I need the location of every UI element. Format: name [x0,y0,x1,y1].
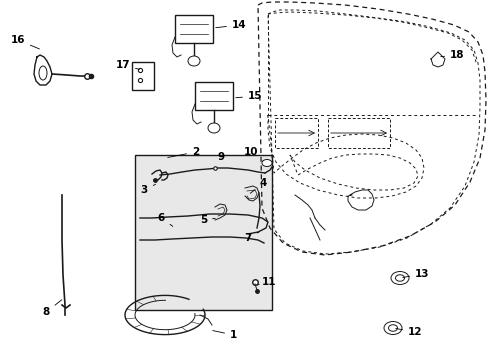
Bar [195,82,232,110]
Text: 5: 5 [199,215,215,225]
Text: 14: 14 [215,20,246,30]
Text: 3: 3 [141,184,155,195]
Text: 6: 6 [158,213,172,226]
Text: 7: 7 [244,232,259,243]
Bar [132,62,154,90]
Text: 8: 8 [42,300,61,317]
Bar [327,118,389,148]
Text: 11: 11 [257,277,276,287]
Text: 13: 13 [402,269,428,279]
Text: 9: 9 [215,152,224,168]
Ellipse shape [39,66,47,80]
Bar [274,118,317,148]
Text: 16: 16 [10,35,40,49]
Text: 17: 17 [115,60,139,70]
Text: 4: 4 [250,178,267,193]
Ellipse shape [387,325,397,331]
Ellipse shape [207,123,220,133]
Text: 1: 1 [212,330,237,340]
Ellipse shape [395,275,404,281]
Text: 10: 10 [243,147,264,161]
Text: 15: 15 [235,91,262,101]
Ellipse shape [187,56,200,66]
Ellipse shape [390,271,408,284]
Ellipse shape [262,159,271,166]
Ellipse shape [383,321,401,334]
Text: 18: 18 [440,50,464,60]
Text: 2: 2 [167,147,199,157]
Bar [175,15,213,43]
Text: 12: 12 [395,327,422,337]
Bar [135,155,271,310]
